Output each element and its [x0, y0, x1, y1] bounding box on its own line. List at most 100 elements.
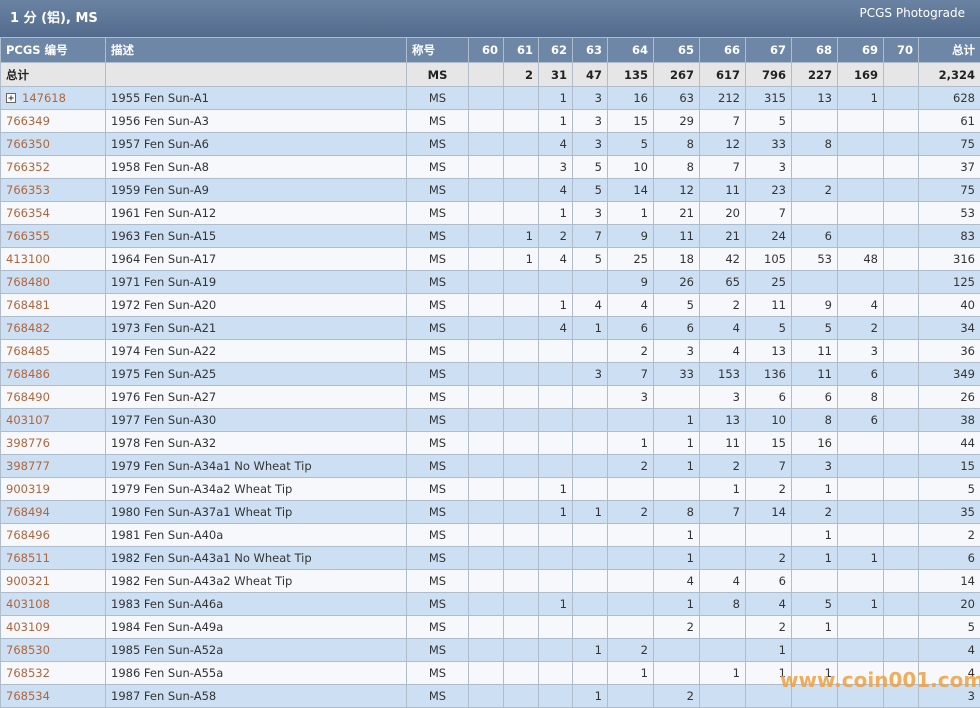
pcgs-number[interactable]: 900319 — [1, 478, 106, 501]
column-header[interactable]: 63 — [573, 38, 608, 63]
pcgs-link[interactable]: 766352 — [6, 160, 50, 174]
pcgs-number[interactable]: 403107 — [1, 409, 106, 432]
pcgs-number[interactable]: 766349 — [1, 110, 106, 133]
pcgs-link[interactable]: 900319 — [6, 482, 50, 496]
pcgs-link[interactable]: 768511 — [6, 551, 50, 565]
pcgs-link[interactable]: 768494 — [6, 505, 50, 519]
pcgs-number[interactable]: 768494 — [1, 501, 106, 524]
pcgs-number[interactable]: 766352 — [1, 156, 106, 179]
column-header[interactable]: 称号 — [407, 38, 469, 63]
pcgs-link[interactable]: 147618 — [22, 91, 66, 105]
pcgs-link[interactable]: 398777 — [6, 459, 50, 473]
cell-text: 8 — [871, 390, 878, 404]
pcgs-number[interactable]: 768511 — [1, 547, 106, 570]
cell: 44 — [919, 432, 980, 455]
pcgs-number[interactable]: 766350 — [1, 133, 106, 156]
pcgs-number[interactable]: 768480 — [1, 271, 106, 294]
cell: 11 — [700, 179, 746, 202]
photograde-link[interactable]: PCGS Photograde — [860, 6, 965, 20]
pcgs-link[interactable]: 768534 — [6, 689, 50, 703]
pcgs-number[interactable]: 768486 — [1, 363, 106, 386]
pcgs-link[interactable]: 768486 — [6, 367, 50, 381]
pcgs-link[interactable]: 768480 — [6, 275, 50, 289]
pcgs-link[interactable]: 766355 — [6, 229, 50, 243]
cell: 38 — [919, 409, 980, 432]
pcgs-number[interactable]: 398776 — [1, 432, 106, 455]
column-header[interactable]: 67 — [746, 38, 792, 63]
column-header[interactable]: 60 — [469, 38, 504, 63]
column-header[interactable]: 64 — [608, 38, 654, 63]
pcgs-link[interactable]: 403108 — [6, 597, 50, 611]
pcgs-number[interactable]: 766353 — [1, 179, 106, 202]
column-header[interactable]: 65 — [654, 38, 700, 63]
pcgs-link[interactable]: 403109 — [6, 620, 50, 634]
pcgs-link[interactable]: 768482 — [6, 321, 50, 335]
cell — [469, 248, 504, 271]
pcgs-link[interactable]: 403107 — [6, 413, 50, 427]
pcgs-link[interactable]: 768485 — [6, 344, 50, 358]
cell: 1 — [654, 455, 700, 478]
pcgs-number[interactable]: 768482 — [1, 317, 106, 340]
column-header[interactable]: 68 — [792, 38, 838, 63]
pcgs-link[interactable]: 766350 — [6, 137, 50, 151]
column-header[interactable]: 61 — [504, 38, 539, 63]
cell-text: 4 — [968, 643, 975, 657]
cell-text: 5 — [595, 183, 602, 197]
pcgs-number[interactable]: 403109 — [1, 616, 106, 639]
cell: 1963 Fen Sun-A15 — [106, 225, 407, 248]
pcgs-number[interactable]: 147618 — [1, 87, 106, 110]
pcgs-link[interactable]: 768490 — [6, 390, 50, 404]
pcgs-link[interactable]: 768532 — [6, 666, 50, 680]
cell — [838, 478, 884, 501]
expand-icon[interactable] — [6, 93, 16, 103]
column-header[interactable]: 70 — [884, 38, 919, 63]
pcgs-link[interactable]: 768496 — [6, 528, 50, 542]
pcgs-number[interactable]: 403108 — [1, 593, 106, 616]
cell — [838, 455, 884, 478]
cell — [504, 363, 539, 386]
pcgs-number[interactable]: 768530 — [1, 639, 106, 662]
pcgs-link[interactable]: 413100 — [6, 252, 50, 266]
cell — [539, 340, 573, 363]
pcgs-number[interactable]: 768490 — [1, 386, 106, 409]
column-header[interactable]: PCGS 编号 — [1, 38, 106, 63]
cell: MS — [407, 179, 469, 202]
pcgs-number[interactable]: 766355 — [1, 225, 106, 248]
pcgs-link[interactable]: 766349 — [6, 114, 50, 128]
cell: 7 — [700, 156, 746, 179]
cell-text: 25 — [633, 252, 648, 266]
pcgs-number[interactable]: 900321 — [1, 570, 106, 593]
pcgs-link[interactable]: 766354 — [6, 206, 50, 220]
cell-text: 65 — [725, 275, 740, 289]
pcgs-number[interactable]: 413100 — [1, 248, 106, 271]
cell: 26 — [919, 386, 980, 409]
cell-text: MS — [429, 160, 446, 174]
column-header[interactable]: 69 — [838, 38, 884, 63]
pcgs-link[interactable]: 398776 — [6, 436, 50, 450]
pcgs-number[interactable]: 398777 — [1, 455, 106, 478]
cell: 1964 Fen Sun-A17 — [106, 248, 407, 271]
column-header[interactable]: 总计 — [919, 38, 980, 63]
pcgs-number[interactable]: 768534 — [1, 685, 106, 708]
pcgs-number[interactable]: 766354 — [1, 202, 106, 225]
cell-text: 4 — [733, 344, 740, 358]
pcgs-link[interactable]: 768530 — [6, 643, 50, 657]
cell: 37 — [919, 156, 980, 179]
pcgs-number[interactable]: 768485 — [1, 340, 106, 363]
column-header[interactable]: 62 — [539, 38, 573, 63]
column-header[interactable]: 66 — [700, 38, 746, 63]
column-header[interactable]: 描述 — [106, 38, 407, 63]
cell — [469, 386, 504, 409]
pcgs-link[interactable]: 900321 — [6, 574, 50, 588]
pcgs-number[interactable]: 768496 — [1, 524, 106, 547]
cell: 4 — [700, 317, 746, 340]
pcgs-link[interactable]: 768481 — [6, 298, 50, 312]
pcgs-link[interactable]: 766353 — [6, 183, 50, 197]
pcgs-number[interactable]: 768532 — [1, 662, 106, 685]
cell — [469, 363, 504, 386]
pcgs-number[interactable]: 768481 — [1, 294, 106, 317]
